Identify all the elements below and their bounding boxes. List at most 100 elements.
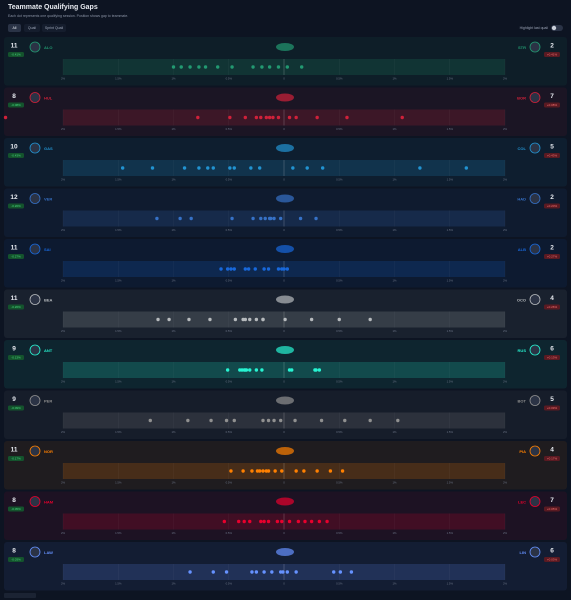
gap-dot [349,570,354,574]
tick-label: 1.5% [447,178,454,182]
tick-label: 0.5% [336,481,343,485]
driver-avatar [529,92,541,103]
gap-dot [228,115,232,120]
filter-bg[interactable] [42,24,66,32]
gap-dot [241,469,245,473]
gap-dot [325,519,329,524]
gap-dot [260,368,264,372]
gap-dot [248,368,252,372]
gap-dot [338,570,343,574]
gap-dot [319,418,324,423]
tick-label: 1% [392,178,397,182]
tick-label: 1.5% [115,380,122,384]
tick-label: 1% [171,228,176,232]
gap-dot [260,65,264,69]
gap-dot [188,65,192,69]
gap-dot [188,570,192,574]
gap-badge [544,405,560,411]
filter-bg[interactable] [24,24,40,32]
tick-label: 1.5% [447,430,454,434]
tick-label: 2% [61,77,66,81]
tick-label: 1.5% [447,582,454,586]
gap-dot [296,519,301,524]
gap-badge [8,52,24,57]
gap-badge [544,456,560,461]
gap-dot [266,469,271,473]
gap-dot [368,418,372,423]
tick-label: 1% [171,430,176,434]
driver-code: LIN [520,550,527,555]
tick-label: 0.5% [226,430,233,434]
team-logo [276,194,294,203]
team-logo [276,447,294,455]
filter[interactable]: Quali [28,26,36,30]
driver-avatar [29,142,41,154]
driver-code: LEC [518,500,526,505]
median-gap: -0.27% [11,254,21,258]
gap-dot [280,469,284,473]
tick-label: 1.5% [447,329,454,333]
tick-label: 0 [283,380,285,384]
gap-dot [285,570,290,574]
gap-dot [242,519,246,524]
filter[interactable]: All [13,26,17,30]
tick-label: 0.5% [226,228,233,232]
gap-dot [230,216,234,221]
driver-avatar [29,193,41,204]
gap-dot [189,216,193,221]
driver-avatar [529,294,541,305]
gap-dot [396,418,400,423]
tick-label: 0.5% [226,531,233,535]
tick-label: 1.5% [447,127,454,131]
tick-label: 2% [503,430,508,434]
team-row [4,239,567,288]
filter-bg[interactable] [8,24,21,32]
gap-badge [544,355,560,360]
driver-count: 5 [550,396,554,403]
gap-dot [187,317,191,322]
gap-dot [243,317,248,322]
driver-code: SAI [44,247,51,252]
gap-dot [197,65,201,69]
tick-label: 2% [503,178,508,182]
gap-dot [251,65,255,69]
tick-label: 1.5% [115,481,122,485]
gap-dot [249,166,253,170]
tick-label: 1.5% [115,531,122,535]
gap-badge [544,203,560,209]
team-logo [276,144,294,152]
gap-dot [281,570,285,574]
gap-dot [171,65,176,69]
team-logo [276,497,294,506]
driver-count: 6 [550,346,554,353]
gap-dot [206,166,210,170]
driver-avatar [529,41,541,53]
tick-label: 1.5% [447,77,454,81]
gap-badge [8,506,24,512]
tick-label: 0.5% [226,329,233,333]
tick-label: 0 [283,178,285,182]
tick-label: 1.5% [115,329,122,333]
median-gap: +0.41% [547,52,558,56]
filter[interactable]: Sprint Quali [45,26,64,30]
tick-label: 1.5% [447,228,454,232]
tick-label: 1% [392,228,397,232]
gap-dot [253,267,257,271]
median-gap: +0.17% [547,456,558,460]
tick-label: 1.5% [115,127,122,131]
toggle-knob[interactable] [551,25,557,31]
driver-count: 4 [550,295,554,302]
tick-label: 0.5% [226,127,233,131]
gap-dot [261,418,265,423]
gap-dot [219,267,223,271]
gap-dot [332,570,336,574]
toggle-label[interactable]: Highlight last quali [520,26,549,30]
tick-label: 0 [283,77,285,81]
gap-dot [263,216,267,221]
tick-label: 2% [503,127,508,131]
tick-label: 2% [61,430,66,434]
tick-label: 2% [61,582,66,586]
tick-label: 1% [392,279,397,283]
driver-code: HAD [517,197,526,202]
tick-label: 1.5% [447,380,454,384]
